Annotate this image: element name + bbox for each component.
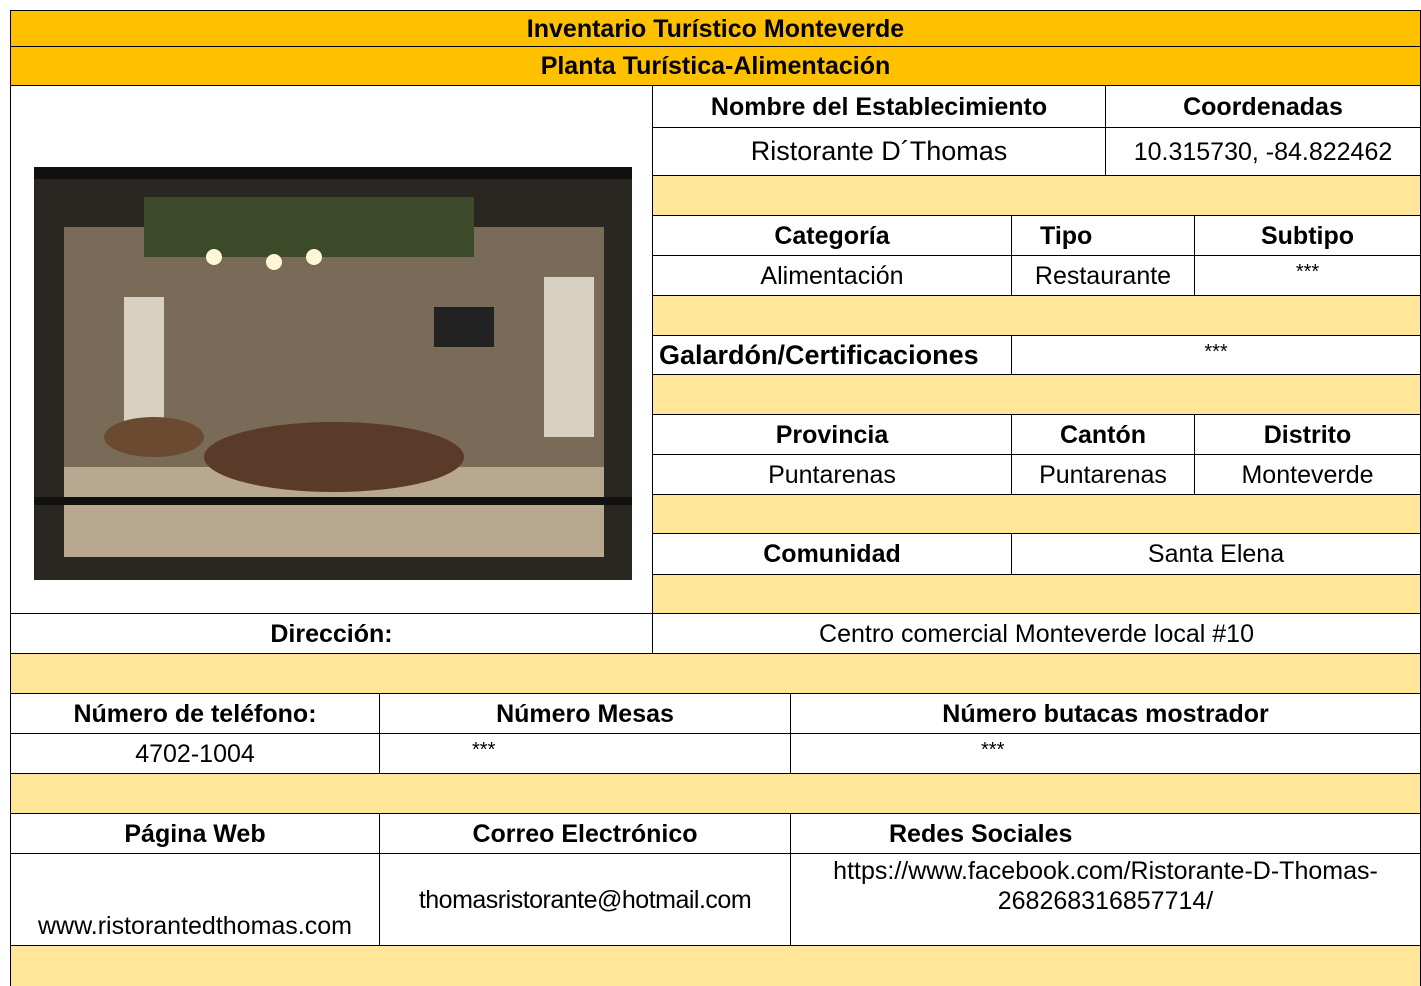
value: Ristorante D´Thomas (653, 128, 1106, 176)
photo (34, 167, 632, 580)
value: Alimentación (653, 256, 1012, 296)
value: *** (1012, 336, 1421, 375)
label: Dirección: (10, 614, 653, 654)
value: *** (380, 734, 791, 774)
value: Monteverde (1195, 455, 1421, 495)
value: 10.315730, -84.822462 (1106, 128, 1421, 176)
value: thomasristorante@hotmail.com (380, 854, 791, 946)
label: Número Mesas (380, 694, 791, 734)
value: Centro comercial Monteverde local #10 (653, 614, 1421, 654)
value: *** (791, 734, 1421, 774)
photo-cell (10, 86, 653, 614)
value: Santa Elena (1012, 534, 1421, 575)
value: *** (1195, 256, 1421, 296)
spacer (653, 296, 1421, 336)
label: Coordenadas (1106, 86, 1421, 128)
label: Correo Electrónico (380, 814, 791, 854)
label: Subtipo (1195, 216, 1421, 256)
spacer (653, 575, 1421, 614)
spacer (653, 495, 1421, 534)
spacer (10, 946, 1421, 986)
label: Comunidad (653, 534, 1012, 575)
value: 4702-1004 (10, 734, 380, 774)
label: Número de teléfono: (10, 694, 380, 734)
spacer (653, 176, 1421, 216)
value: www.ristorantedthomas.com (10, 854, 380, 946)
label: Tipo (1012, 216, 1195, 256)
value: Puntarenas (1012, 455, 1195, 495)
subtitle: Planta Turística-Alimentación (10, 47, 1421, 86)
label: Número butacas mostrador (791, 694, 1421, 734)
spacer (653, 375, 1421, 415)
spacer (10, 774, 1421, 814)
label: Galardón/Certificaciones (653, 336, 1012, 375)
label: Distrito (1195, 415, 1421, 455)
title: Inventario Turístico Monteverde (10, 10, 1421, 47)
label: Provincia (653, 415, 1012, 455)
label: Redes Sociales (791, 814, 1421, 854)
label: Cantón (1012, 415, 1195, 455)
label: Categoría (653, 216, 1012, 256)
value: Puntarenas (653, 455, 1012, 495)
label: Página Web (10, 814, 380, 854)
spacer (10, 654, 1421, 694)
value: https://www.facebook.com/Ristorante-D-Th… (791, 854, 1421, 946)
value: Restaurante (1012, 256, 1195, 296)
label: Nombre del Establecimiento (653, 86, 1106, 128)
